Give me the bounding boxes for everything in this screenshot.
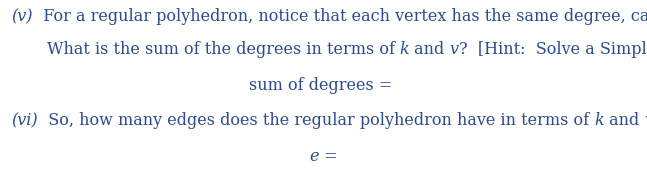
Text: ?  [Hint:  Solve a Simpler problem.]: ? [Hint: Solve a Simpler problem.]	[459, 41, 647, 58]
Text: v: v	[644, 112, 647, 129]
Text: e: e	[309, 148, 319, 165]
Text: (v): (v)	[12, 8, 33, 25]
Text: k: k	[400, 41, 410, 58]
Text: For a regular polyhedron, notice that each vertex has the same degree, call it: For a regular polyhedron, notice that ea…	[33, 8, 647, 25]
Text: What is the sum of the degrees in terms of: What is the sum of the degrees in terms …	[47, 41, 400, 58]
Text: =: =	[319, 148, 338, 165]
Text: and: and	[410, 41, 450, 58]
Text: So, how many edges does the regular polyhedron have in terms of: So, how many edges does the regular poly…	[38, 112, 595, 129]
Text: k: k	[595, 112, 604, 129]
Text: (vi): (vi)	[12, 112, 38, 129]
Text: sum of degrees =: sum of degrees =	[249, 76, 398, 93]
Text: and: and	[604, 112, 644, 129]
Text: v: v	[450, 41, 459, 58]
